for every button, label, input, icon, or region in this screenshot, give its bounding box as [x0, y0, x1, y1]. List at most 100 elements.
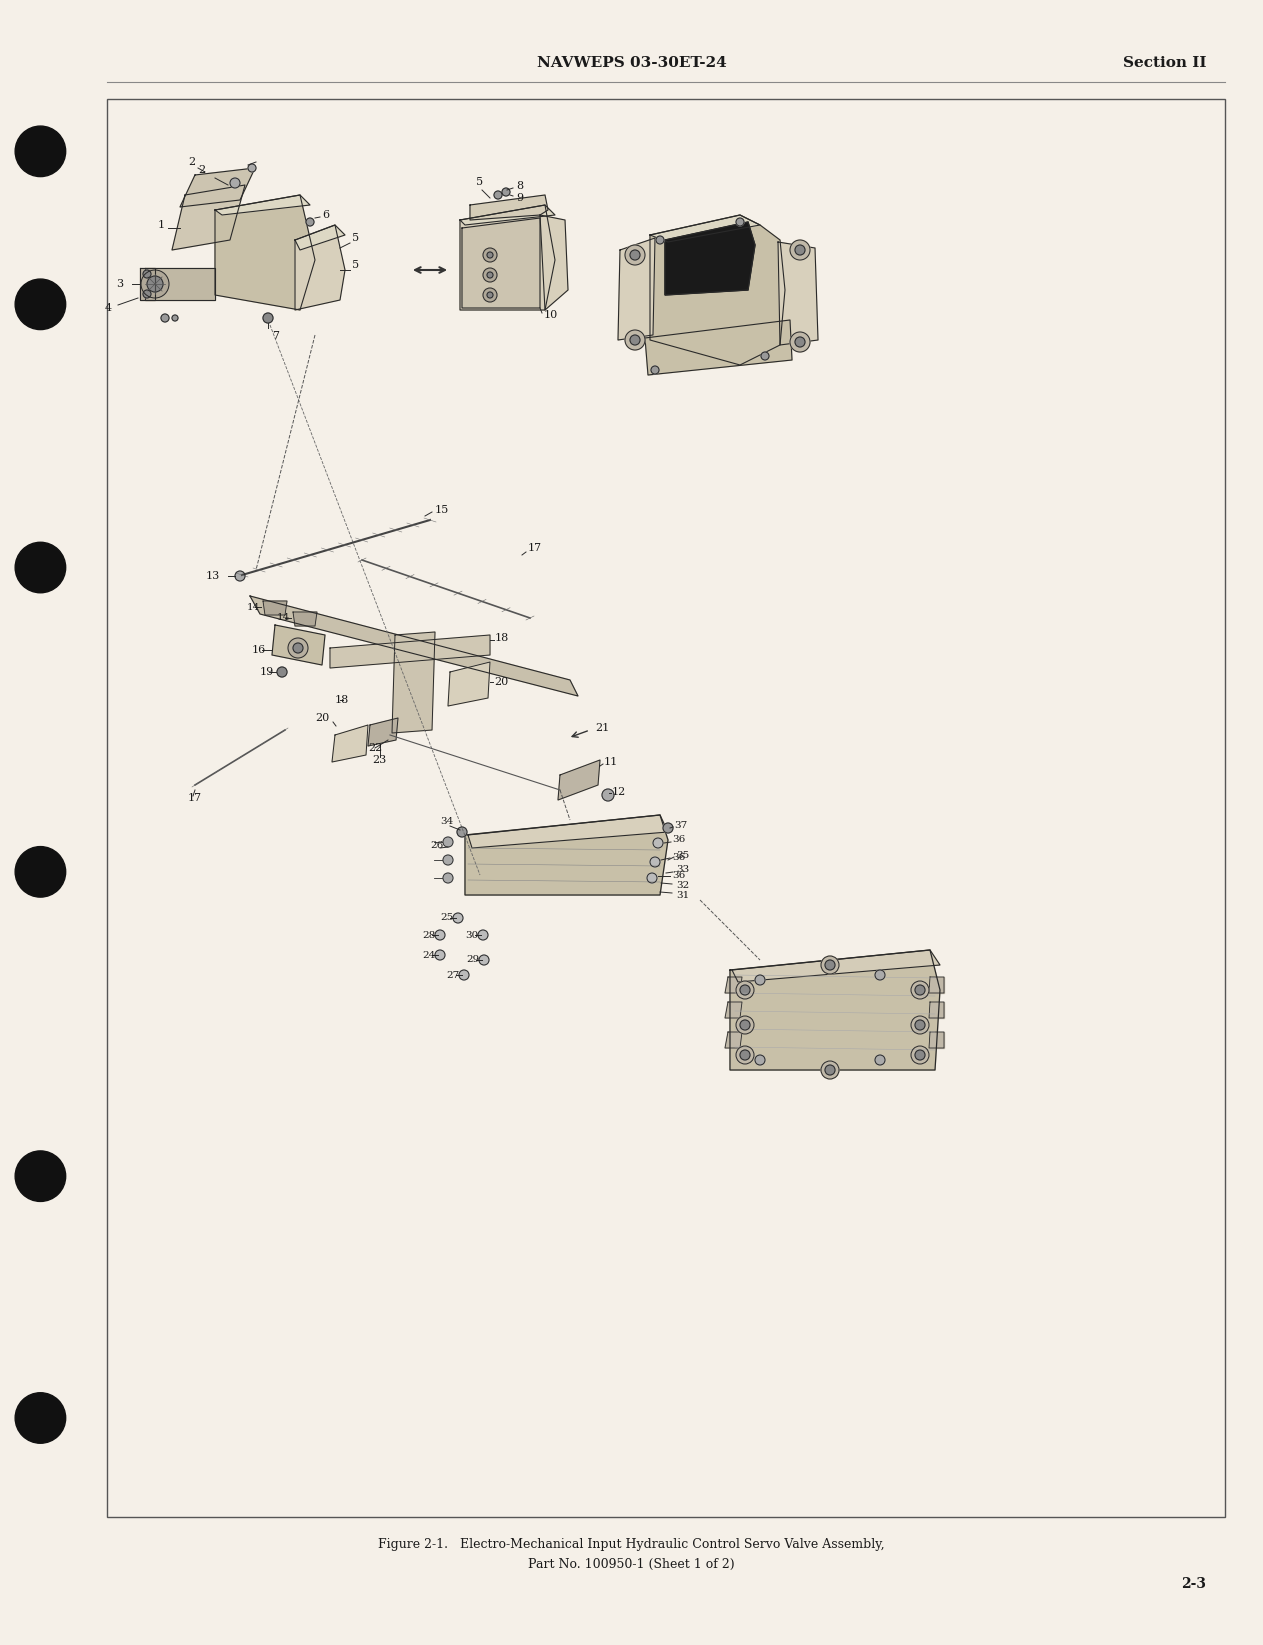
Circle shape: [911, 1017, 930, 1035]
Text: 22: 22: [368, 744, 383, 753]
Circle shape: [458, 971, 469, 980]
Polygon shape: [618, 239, 655, 341]
Polygon shape: [645, 321, 792, 375]
Polygon shape: [725, 1031, 741, 1048]
Circle shape: [789, 332, 810, 352]
Text: 11: 11: [604, 757, 619, 767]
Text: 18: 18: [335, 694, 350, 706]
Polygon shape: [465, 814, 668, 895]
Text: 27: 27: [446, 971, 460, 979]
Circle shape: [482, 268, 498, 281]
Polygon shape: [215, 196, 309, 215]
Circle shape: [15, 127, 66, 176]
Text: 37: 37: [674, 821, 687, 829]
Text: 35: 35: [676, 850, 690, 859]
Polygon shape: [140, 268, 155, 299]
Text: 20: 20: [494, 678, 508, 688]
Circle shape: [821, 956, 839, 974]
Text: 18: 18: [495, 633, 509, 643]
Text: 17: 17: [188, 793, 202, 803]
Polygon shape: [460, 206, 554, 309]
Circle shape: [789, 240, 810, 260]
Circle shape: [647, 873, 657, 883]
Circle shape: [821, 1061, 839, 1079]
Text: 3: 3: [116, 280, 124, 290]
Circle shape: [143, 270, 152, 278]
Circle shape: [263, 313, 273, 322]
Polygon shape: [930, 977, 943, 994]
Circle shape: [736, 1017, 754, 1035]
Text: Part No. 100950-1 (Sheet 1 of 2): Part No. 100950-1 (Sheet 1 of 2): [528, 1558, 735, 1571]
Polygon shape: [930, 1031, 943, 1048]
Polygon shape: [172, 184, 245, 250]
Circle shape: [655, 235, 664, 243]
Text: 32: 32: [676, 880, 690, 890]
Circle shape: [147, 276, 163, 293]
Text: 2-3: 2-3: [1181, 1578, 1206, 1591]
Text: 23: 23: [373, 755, 386, 765]
Polygon shape: [725, 977, 741, 994]
Circle shape: [740, 985, 750, 995]
Circle shape: [875, 1054, 885, 1064]
Circle shape: [911, 980, 930, 999]
Text: 8: 8: [517, 181, 523, 191]
Text: 7: 7: [272, 331, 279, 341]
Circle shape: [482, 288, 498, 303]
Circle shape: [143, 290, 152, 298]
Circle shape: [293, 643, 303, 653]
Text: 21: 21: [595, 724, 609, 734]
Text: 2: 2: [198, 164, 205, 174]
Circle shape: [911, 1046, 930, 1064]
Circle shape: [825, 1064, 835, 1074]
Text: 1: 1: [158, 220, 165, 230]
Circle shape: [650, 857, 661, 867]
Polygon shape: [470, 196, 548, 220]
Circle shape: [914, 985, 925, 995]
Polygon shape: [330, 635, 490, 668]
Circle shape: [306, 219, 314, 225]
Circle shape: [488, 252, 493, 258]
Circle shape: [434, 951, 445, 961]
Polygon shape: [293, 612, 317, 627]
Text: 36: 36: [672, 854, 686, 862]
Polygon shape: [145, 268, 215, 299]
Circle shape: [230, 178, 240, 188]
Polygon shape: [650, 215, 786, 365]
Circle shape: [494, 191, 501, 199]
Text: Figure 2-1.   Electro-Mechanical Input Hydraulic Control Servo Valve Assembly,: Figure 2-1. Electro-Mechanical Input Hyd…: [378, 1538, 885, 1551]
Circle shape: [914, 1050, 925, 1059]
Text: Section II: Section II: [1123, 56, 1206, 69]
Circle shape: [825, 961, 835, 971]
Circle shape: [482, 248, 498, 262]
Text: 5: 5: [352, 260, 359, 270]
Circle shape: [288, 638, 308, 658]
Circle shape: [443, 855, 453, 865]
Circle shape: [794, 337, 805, 347]
Polygon shape: [263, 600, 287, 615]
Circle shape: [443, 837, 453, 847]
Circle shape: [501, 188, 510, 196]
Polygon shape: [778, 242, 818, 345]
Polygon shape: [215, 196, 314, 309]
Text: 33: 33: [676, 865, 690, 875]
Circle shape: [479, 956, 489, 966]
Text: 25: 25: [440, 913, 453, 923]
Circle shape: [653, 837, 663, 849]
Text: 5: 5: [476, 178, 484, 188]
Circle shape: [736, 219, 744, 225]
Text: 15: 15: [434, 505, 450, 515]
Polygon shape: [250, 595, 578, 696]
Polygon shape: [296, 225, 345, 309]
Polygon shape: [272, 625, 325, 665]
Circle shape: [248, 164, 256, 173]
Circle shape: [488, 293, 493, 298]
Polygon shape: [541, 215, 568, 309]
Polygon shape: [725, 1002, 741, 1018]
Circle shape: [277, 666, 287, 678]
Circle shape: [15, 1152, 66, 1201]
Circle shape: [625, 331, 645, 350]
Text: 28: 28: [422, 931, 436, 939]
Circle shape: [488, 271, 493, 278]
Circle shape: [602, 790, 614, 801]
Polygon shape: [469, 814, 668, 849]
